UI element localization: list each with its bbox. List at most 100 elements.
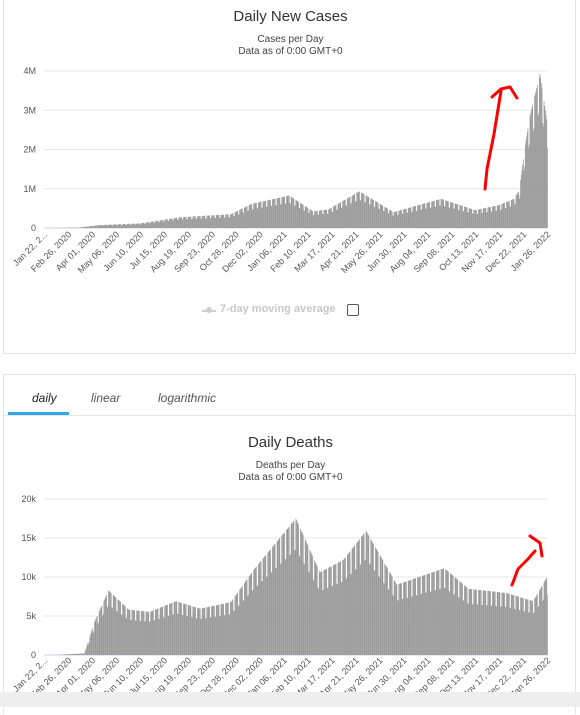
bar — [215, 617, 216, 655]
bar — [384, 207, 385, 228]
bar — [343, 201, 344, 228]
bar — [325, 569, 326, 655]
bar — [364, 534, 365, 655]
bar — [447, 571, 448, 655]
bar — [252, 591, 253, 655]
bar — [349, 552, 350, 655]
bar — [483, 208, 484, 228]
bar — [432, 201, 433, 228]
bar — [544, 101, 545, 228]
bar — [215, 218, 216, 228]
y-tick-label: 5k — [26, 611, 36, 621]
bar — [425, 575, 426, 655]
bar — [311, 553, 312, 655]
bar — [90, 635, 91, 656]
bar — [376, 550, 377, 655]
bar — [153, 610, 154, 655]
bar — [403, 214, 404, 228]
bar — [310, 550, 311, 655]
bar — [477, 605, 478, 655]
legend-dot-marker — [206, 307, 212, 313]
bar — [92, 628, 93, 655]
bar — [541, 83, 542, 228]
bar — [357, 193, 358, 228]
bar — [275, 205, 276, 228]
bar — [475, 590, 476, 655]
bar — [259, 202, 260, 228]
bar — [348, 554, 349, 655]
bar — [293, 199, 294, 228]
bar — [287, 196, 288, 228]
bar — [100, 608, 101, 655]
bar — [111, 225, 112, 228]
bar — [285, 560, 286, 655]
bar — [389, 572, 390, 655]
y-tick-label: 20k — [21, 494, 36, 504]
bar — [339, 203, 340, 228]
bar — [206, 218, 207, 228]
bar — [99, 225, 100, 228]
bar — [162, 607, 163, 655]
horizontal-scrollbar[interactable] — [0, 692, 580, 707]
bar — [85, 227, 86, 228]
bar — [378, 576, 379, 655]
bar — [385, 207, 386, 228]
bar — [546, 115, 547, 228]
bar — [383, 583, 384, 655]
bar — [539, 77, 540, 228]
bar — [155, 221, 156, 228]
bar — [223, 215, 224, 228]
bar — [90, 226, 91, 228]
bar — [124, 224, 125, 228]
bar — [227, 603, 228, 655]
bar — [336, 584, 337, 655]
bar — [67, 654, 68, 655]
bar — [329, 209, 330, 228]
bar — [391, 211, 392, 228]
bar — [351, 203, 352, 228]
bar — [71, 654, 72, 655]
chart-title: Daily New Cases — [233, 8, 347, 25]
bar — [466, 587, 467, 655]
bar — [97, 624, 98, 655]
bar — [254, 203, 255, 228]
bar — [332, 212, 333, 228]
bar — [498, 592, 499, 655]
bar — [176, 601, 177, 655]
bar — [219, 605, 220, 655]
bar — [444, 588, 445, 655]
bar — [69, 654, 70, 655]
bar — [531, 110, 532, 228]
bar — [322, 571, 323, 655]
bar — [187, 219, 188, 228]
bar — [453, 203, 454, 228]
bar — [128, 610, 129, 655]
bar — [361, 193, 362, 228]
bar — [337, 210, 338, 228]
bar — [332, 586, 333, 655]
bar — [360, 200, 361, 228]
bar — [316, 565, 317, 655]
bar — [461, 206, 462, 228]
bar — [451, 202, 452, 228]
bar — [229, 614, 230, 655]
bar — [160, 608, 161, 655]
bar — [170, 219, 171, 228]
bar — [200, 216, 201, 228]
bar — [523, 598, 524, 655]
y-tick-label: 10k — [21, 572, 36, 582]
bar — [256, 567, 257, 655]
bar — [341, 208, 342, 228]
bar — [261, 208, 262, 228]
bar — [178, 614, 179, 655]
bar — [527, 132, 528, 228]
bar — [305, 539, 306, 655]
moving-average-checkbox[interactable] — [347, 304, 359, 316]
bar — [394, 212, 395, 228]
bar — [224, 218, 225, 228]
bar — [143, 223, 144, 228]
bar — [106, 225, 107, 228]
bar — [304, 564, 305, 655]
bar — [413, 207, 414, 228]
bar — [425, 593, 426, 655]
